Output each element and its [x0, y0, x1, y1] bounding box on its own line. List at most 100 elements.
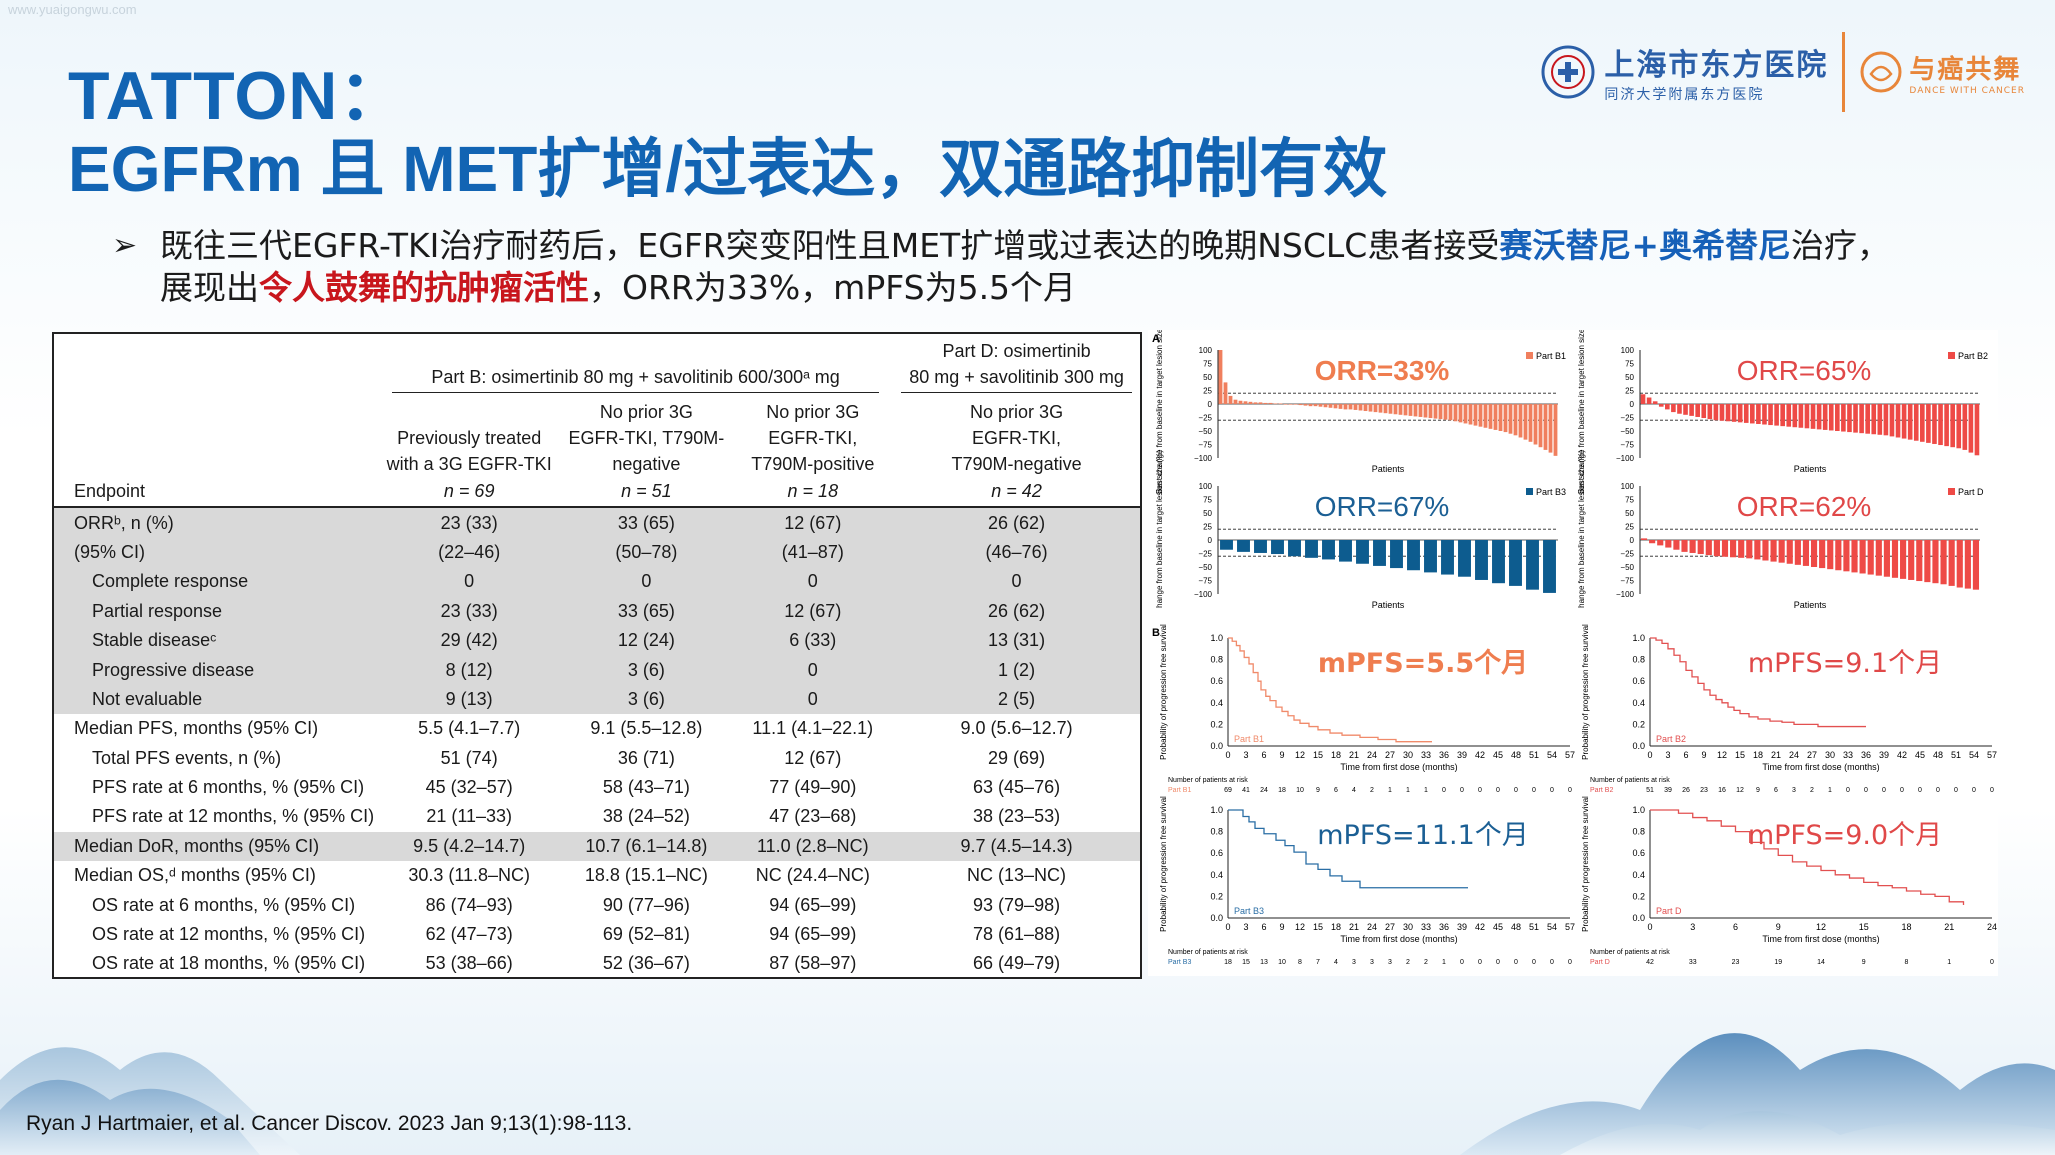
- waterfall-bar: [1719, 404, 1725, 421]
- km-xtick: 3: [1243, 750, 1248, 760]
- risk-count: 2: [1406, 959, 1410, 966]
- risk-count: 3: [1388, 959, 1392, 966]
- waterfall-bar: [1841, 404, 1846, 432]
- table-row: Partial response 23 (33) 33 (65) 12 (67) 26 …: [54, 596, 1140, 626]
- waterfall-bar: [1263, 402, 1268, 404]
- waterfall-bar: [1658, 404, 1664, 407]
- km-ytick: 0.0: [1632, 741, 1645, 751]
- km-series-label: Part B1: [1234, 734, 1264, 744]
- waterfall-bar: [1871, 404, 1877, 435]
- km-xtick: 9: [1279, 750, 1284, 760]
- col2-line3: negative: [612, 454, 681, 474]
- col1-n: n = 69: [378, 477, 561, 509]
- waterfall-bar: [1513, 404, 1518, 436]
- risk-series-label: Part B3: [1168, 959, 1191, 966]
- header-group-part-b: Part B: osimertinib 80 mg + savolitinib …: [392, 364, 880, 393]
- waterfall-ytick: −100: [1616, 454, 1635, 463]
- logo-divider: [1842, 32, 1846, 112]
- row-label: Median OS,ᵈ months (95% CI): [74, 865, 316, 886]
- waterfall-bar: [1288, 404, 1293, 405]
- km-xtick: 51: [1951, 750, 1961, 760]
- cell-value: 52 (36–67): [602, 953, 690, 974]
- waterfall-ytick: 75: [1203, 496, 1212, 505]
- legend-label: Part B2: [1958, 351, 1988, 361]
- waterfall-bar: [1518, 404, 1523, 438]
- risk-count: 1: [1388, 787, 1392, 794]
- risk-count: 1: [1828, 787, 1832, 794]
- waterfall-bar: [1677, 404, 1682, 414]
- km-xtick: 6: [1733, 922, 1738, 932]
- waterfall-ylabel: Best change from baseline in target lesi…: [1577, 450, 1586, 608]
- risk-count: 0: [1496, 787, 1500, 794]
- waterfall-bar: [1924, 540, 1931, 583]
- km-xtick: 3: [1665, 750, 1670, 760]
- waterfall-bar: [1333, 404, 1338, 409]
- km-ylabel: Probability of progression free survival: [1159, 796, 1168, 932]
- risk-count: 42: [1646, 959, 1654, 966]
- km-ytick: 1.0: [1210, 805, 1223, 815]
- km-xtick: 30: [1403, 750, 1413, 760]
- waterfall-bar: [1731, 404, 1737, 422]
- waterfall-bar: [1804, 404, 1810, 429]
- cell-value: 0: [560, 567, 733, 597]
- waterfall-bar: [1859, 540, 1866, 574]
- waterfall-bar: [1756, 404, 1761, 424]
- waterfall-bar: [1509, 540, 1522, 586]
- waterfall-bar: [1343, 404, 1348, 410]
- arrow-bullet-icon: ➢: [112, 228, 138, 263]
- km-curve: [1228, 637, 1432, 743]
- waterfall-ytick: 0: [1630, 536, 1635, 545]
- waterfall-bar: [1492, 540, 1505, 584]
- col-endpoint-header: Endpoint: [54, 477, 379, 509]
- waterfall-bar: [1363, 404, 1368, 412]
- row-label: Not evaluable: [54, 684, 379, 715]
- waterfall-bar: [1802, 540, 1810, 566]
- waterfall-xlabel: Patients: [1794, 600, 1827, 608]
- cell-value: 33 (65): [560, 507, 733, 538]
- waterfall-bar: [1926, 404, 1931, 443]
- risk-count: 69: [1224, 787, 1232, 794]
- cell-value: 9 (13): [378, 684, 561, 715]
- risk-count: 18: [1278, 787, 1286, 794]
- waterfall-bar: [1473, 404, 1478, 426]
- waterfall-bar: [1657, 540, 1664, 546]
- partner-name: 与癌共舞: [1909, 54, 2022, 85]
- km-ytick: 0.8: [1210, 827, 1223, 837]
- risk-count: 33: [1689, 959, 1697, 966]
- cell-value: 9.5 (4.2–14.7): [378, 831, 561, 862]
- waterfall-bar: [1721, 540, 1729, 557]
- slide-title-line2: EGFRm 且 MET扩增/过表达，双通路抑制有效: [68, 133, 1388, 205]
- header-group-part-d-line1: Part D: osimertinib: [942, 341, 1091, 361]
- waterfall-ytick: 25: [1203, 387, 1212, 396]
- waterfall-bar: [1932, 540, 1939, 584]
- waterfall-bar: [1640, 394, 1646, 404]
- col3-line1: No prior 3G: [766, 402, 860, 422]
- cell-value: 62 (47–73): [425, 924, 513, 945]
- km-xtick: 15: [1313, 922, 1323, 932]
- km-xtick: 21: [1349, 750, 1359, 760]
- km-xtick: 0: [1225, 750, 1230, 760]
- waterfall-bar: [1433, 404, 1438, 419]
- cell-value: 13 (31): [893, 625, 1140, 656]
- waterfall-bar: [1407, 540, 1420, 571]
- cell-value: (41–87): [732, 537, 894, 568]
- risk-count: 9: [1316, 787, 1320, 794]
- waterfall-bar: [1526, 540, 1539, 590]
- cell-value: 33 (65): [560, 596, 733, 626]
- cell-value: 1 (2): [893, 655, 1140, 685]
- cell-value: 38 (23–53): [973, 806, 1061, 827]
- km-xtick: 12: [1816, 922, 1826, 932]
- km-xtick: 39: [1457, 750, 1467, 760]
- table-row: OS rate at 12 months, % (95% CI) 62 (47–7…: [54, 920, 1140, 949]
- waterfall-bar: [1408, 404, 1413, 416]
- km-xlabel: Time from first dose (months): [1762, 762, 1879, 772]
- waterfall-bar: [1750, 404, 1755, 424]
- waterfall-bar: [1835, 540, 1842, 571]
- waterfall-bar: [1248, 401, 1253, 404]
- km-ytick: 0.4: [1210, 698, 1223, 708]
- cell-value: 86 (74–93): [425, 894, 513, 915]
- hospital-logo: 上海市东方医院 同济大学附属东方医院: [1540, 40, 1828, 104]
- risk-count: 3: [1370, 959, 1374, 966]
- risk-count: 1: [1406, 787, 1410, 794]
- cell-value: 23 (33): [378, 507, 561, 538]
